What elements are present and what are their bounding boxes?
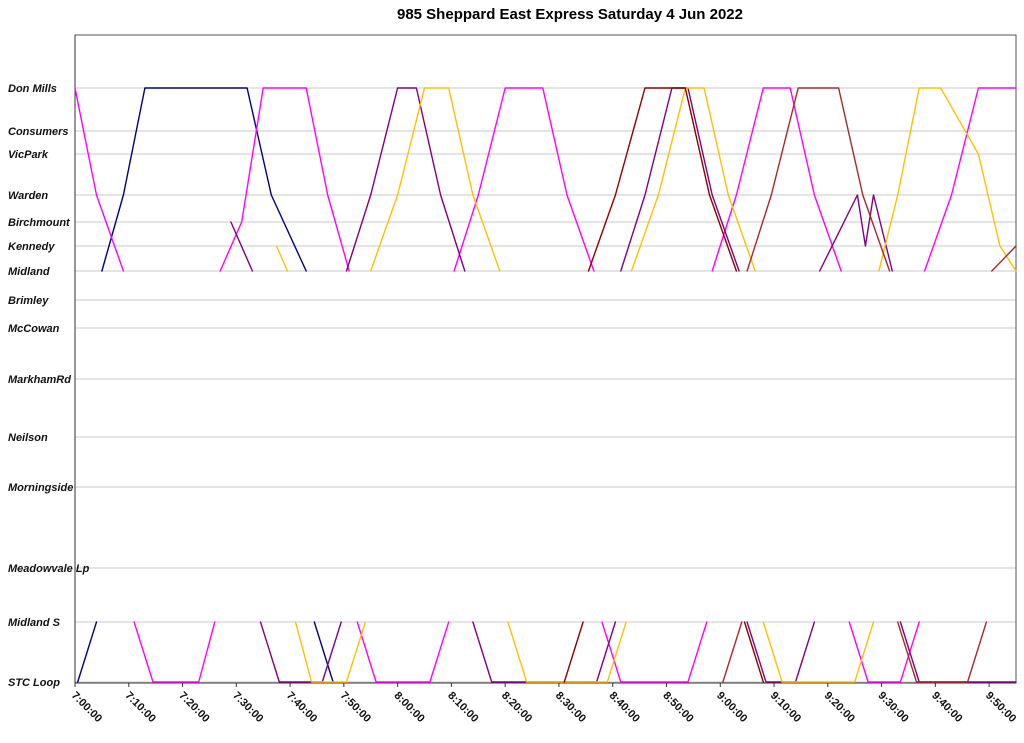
station-label: STC Loop (8, 677, 60, 689)
time-tick-label: 8:50:00 (660, 690, 695, 725)
trip-line-run-magenta (923, 87, 1017, 272)
time-tick-label: 9:50:00 (983, 690, 1018, 725)
station-label: Morningside (8, 482, 73, 494)
time-tick-label: 9:10:00 (768, 690, 803, 725)
trip-line-run-navy (101, 87, 307, 272)
trip-line-run-purple (746, 621, 816, 683)
station-label: Midland (8, 266, 50, 278)
station-label: McCowan (8, 323, 60, 335)
trip-line-run-magenta (219, 87, 350, 272)
trip-line-run-magenta (133, 621, 216, 683)
trip-line-run-purple (819, 194, 893, 272)
station-label: Brimley (8, 295, 49, 307)
trip-line-run-gold (630, 87, 756, 272)
time-tick-label: 8:00:00 (392, 690, 427, 725)
trip-line-run-gold (762, 621, 875, 683)
trip-line-run-magenta (453, 87, 595, 272)
trip-line-run-navy (76, 621, 98, 683)
trip-line-run-maroon (743, 621, 764, 683)
station-label: Kennedy (8, 241, 55, 253)
trip-line-run-navy (313, 621, 334, 683)
trip-line-run-maroon (563, 621, 584, 683)
station-label: Warden (8, 190, 48, 202)
trip-line-run-purple (899, 621, 1017, 683)
chart-title: 985 Sheppard East Express Saturday 4 Jun… (397, 6, 743, 23)
plot-border (74, 34, 1017, 684)
time-tick-label: 7:40:00 (284, 690, 319, 725)
time-tick-label: 9:30:00 (875, 690, 910, 725)
station-label: Meadowvale Lp (8, 563, 90, 575)
time-tick-label: 9:40:00 (929, 690, 964, 725)
trip-line-run-magenta (74, 87, 125, 272)
time-tick-label: 8:30:00 (553, 690, 588, 725)
trip-line-run-magenta (356, 621, 450, 683)
trip-line-run-gold (294, 621, 367, 683)
time-tick-label: 9:20:00 (822, 690, 857, 725)
station-label: MarkhamRd (8, 374, 71, 386)
time-tick-label: 7:30:00 (230, 690, 265, 725)
time-tick-label: 8:10:00 (445, 690, 480, 725)
trip-line-run-gold (275, 245, 289, 272)
station-label: Birchmount (8, 217, 71, 229)
time-tick-label: 9:00:00 (714, 690, 749, 725)
trip-line-run-magenta (848, 621, 920, 683)
trip-line-run-gold (370, 87, 501, 272)
trip-line-run-gold (507, 621, 627, 683)
trip-line-run-magenta (711, 87, 842, 272)
station-label: Don Mills (8, 83, 57, 95)
trip-line-run-brown (897, 621, 988, 683)
trip-line-run-purple (472, 621, 617, 683)
trip-line-run-brown (991, 245, 1017, 272)
trip-line-run-maroon (587, 87, 738, 272)
time-tick-label: 7:00:00 (69, 690, 104, 725)
station-label: VicPark (8, 149, 49, 161)
time-tick-label: 7:10:00 (123, 690, 158, 725)
station-labels: Don Mills Consumers VicPark Warden Birchmoun… (8, 83, 90, 689)
time-tick-label: 7:50:00 (338, 690, 373, 725)
trip-line-run-brown (722, 621, 743, 683)
time-tick-label: 7:20:00 (176, 690, 211, 725)
time-tick-label: 8:20:00 (499, 690, 534, 725)
trip-lines (74, 87, 1017, 683)
trip-line-run-purple (230, 221, 254, 272)
plot-frame (74, 34, 1017, 687)
trip-line-run-brown (746, 87, 891, 272)
trip-line-run-gold (878, 87, 1017, 272)
trip-line-run-purple (259, 621, 342, 683)
trip-line-run-purple (345, 87, 466, 272)
station-label: Neilson (8, 432, 48, 444)
trip-line-run-magenta (601, 621, 708, 683)
station-label: Midland S (8, 617, 61, 629)
gridlines (75, 87, 1016, 683)
time-axis-labels: 7:00:00 7:10:00 7:20:00 7:30:00 7:40:00 7:50:… (69, 690, 1018, 725)
time-tick-label: 8:40:00 (607, 690, 642, 725)
station-label: Consumers (8, 126, 69, 138)
